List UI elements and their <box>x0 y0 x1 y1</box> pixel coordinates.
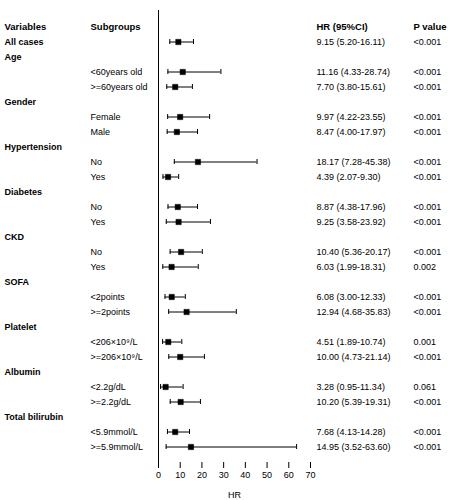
svg-text:<0.001: <0.001 <box>414 202 442 212</box>
svg-text:3.28 (0.95-11.34): 3.28 (0.95-11.34) <box>317 382 385 392</box>
svg-text:10.40 (5.36-20.17): 10.40 (5.36-20.17) <box>317 247 391 257</box>
svg-text:<0.001: <0.001 <box>414 82 442 92</box>
svg-text:>=5.9mmol/L: >=5.9mmol/L <box>91 442 144 452</box>
svg-text:<206×10⁹/L: <206×10⁹/L <box>91 337 138 347</box>
svg-text:HR (95%CI): HR (95%CI) <box>317 21 368 32</box>
svg-text:Platelet: Platelet <box>5 322 37 332</box>
svg-text:Variables: Variables <box>5 21 47 32</box>
svg-text:<0.001: <0.001 <box>414 217 442 227</box>
svg-text:Age: Age <box>5 52 22 62</box>
svg-text:7.70 (3.80-15.61): 7.70 (3.80-15.61) <box>317 82 386 92</box>
svg-text:SOFA: SOFA <box>5 277 30 287</box>
svg-text:14.95 (3.52-63.60): 14.95 (3.52-63.60) <box>317 442 391 452</box>
svg-text:30: 30 <box>219 470 229 480</box>
svg-text:<0.001: <0.001 <box>414 442 442 452</box>
svg-text:HR: HR <box>228 490 241 500</box>
svg-text:60: 60 <box>284 470 294 480</box>
svg-text:<0.001: <0.001 <box>414 307 442 317</box>
svg-text:40: 40 <box>240 470 250 480</box>
svg-text:No: No <box>91 247 103 257</box>
svg-text:<60years old: <60years old <box>91 67 143 77</box>
svg-text:All cases: All cases <box>5 37 44 47</box>
svg-text:4.39 (2.07-9.30): 4.39 (2.07-9.30) <box>317 172 381 182</box>
svg-text:Diabetes: Diabetes <box>5 187 43 197</box>
svg-text:0.002: 0.002 <box>414 262 437 272</box>
svg-text:11.16 (4.33-28.74): 11.16 (4.33-28.74) <box>317 67 390 77</box>
svg-text:<0.001: <0.001 <box>414 112 442 122</box>
svg-text:50: 50 <box>262 470 272 480</box>
svg-text:Total bilirubin: Total bilirubin <box>5 412 64 422</box>
svg-text:<0.001: <0.001 <box>414 397 442 407</box>
svg-text:Hypertension: Hypertension <box>5 142 63 152</box>
svg-text:Yes: Yes <box>91 172 106 182</box>
svg-text:Albumin: Albumin <box>5 367 41 377</box>
svg-text:<2.2g/dL: <2.2g/dL <box>91 382 126 392</box>
svg-text:>=2.2g/dL: >=2.2g/dL <box>91 397 132 407</box>
svg-text:<0.001: <0.001 <box>414 157 442 167</box>
svg-text:0.061: 0.061 <box>414 382 437 392</box>
svg-text:4.51 (1.89-10.74): 4.51 (1.89-10.74) <box>317 337 386 347</box>
svg-text:7.68 (4.13-14.28): 7.68 (4.13-14.28) <box>317 427 386 437</box>
svg-text:<0.001: <0.001 <box>414 427 442 437</box>
svg-text:<5.9mmol/L: <5.9mmol/L <box>91 427 138 437</box>
svg-text:<0.001: <0.001 <box>414 247 442 257</box>
svg-text:9.15 (5.20-16.11): 9.15 (5.20-16.11) <box>317 37 385 47</box>
svg-text:18.17 (7.28-45.38): 18.17 (7.28-45.38) <box>317 157 391 167</box>
svg-text:<0.001: <0.001 <box>414 127 442 137</box>
svg-text:<0.001: <0.001 <box>414 292 442 302</box>
svg-text:<0.001: <0.001 <box>414 172 442 182</box>
svg-text:20: 20 <box>197 470 207 480</box>
svg-text:Yes: Yes <box>91 262 106 272</box>
svg-text:No: No <box>91 157 103 167</box>
svg-text:12.94 (4.68-35.83): 12.94 (4.68-35.83) <box>317 307 391 317</box>
svg-text:Male: Male <box>91 127 111 137</box>
svg-text:<2points: <2points <box>91 292 126 302</box>
svg-text:Yes: Yes <box>91 217 106 227</box>
svg-text:10: 10 <box>175 470 185 480</box>
svg-text:<0.001: <0.001 <box>414 352 442 362</box>
svg-text:<0.001: <0.001 <box>414 67 442 77</box>
svg-text:9.97 (4.22-23.55): 9.97 (4.22-23.55) <box>317 112 386 122</box>
svg-text:Female: Female <box>91 112 121 122</box>
svg-text:>=206×10⁹/L: >=206×10⁹/L <box>91 352 143 362</box>
svg-text:10.00 (4.73-21.14): 10.00 (4.73-21.14) <box>317 352 391 362</box>
svg-text:0: 0 <box>156 470 161 480</box>
svg-text:10.20 (5.39-19.31): 10.20 (5.39-19.31) <box>317 397 391 407</box>
svg-text:0.001: 0.001 <box>414 337 437 347</box>
svg-text:8.47 (4.00-17.97): 8.47 (4.00-17.97) <box>317 127 386 137</box>
svg-text:No: No <box>91 202 103 212</box>
svg-text:Subgroups: Subgroups <box>91 21 141 32</box>
svg-text:>=60years old: >=60years old <box>91 82 148 92</box>
svg-text:P value: P value <box>414 21 447 32</box>
svg-text:CKD: CKD <box>5 232 25 242</box>
svg-text:6.03 (1.99-18.31): 6.03 (1.99-18.31) <box>317 262 386 272</box>
svg-text:9.25 (3.58-23.92): 9.25 (3.58-23.92) <box>317 217 386 227</box>
svg-text:8.87 (4.38-17.96): 8.87 (4.38-17.96) <box>317 202 386 212</box>
svg-text:70: 70 <box>305 470 315 480</box>
svg-text:Gender: Gender <box>5 97 37 107</box>
svg-text:>=2points: >=2points <box>91 307 131 317</box>
svg-text:6.08 (3.00-12.33): 6.08 (3.00-12.33) <box>317 292 386 302</box>
svg-text:<0.001: <0.001 <box>414 37 442 47</box>
